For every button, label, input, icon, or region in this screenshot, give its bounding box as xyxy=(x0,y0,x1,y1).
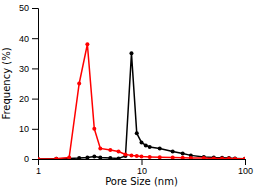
y-tick-label: 20 xyxy=(19,94,29,104)
y-tick: 20 xyxy=(19,94,38,104)
point xyxy=(98,155,102,159)
point xyxy=(108,156,112,159)
point xyxy=(220,156,224,159)
point xyxy=(77,156,81,159)
point xyxy=(85,155,89,159)
point xyxy=(148,145,152,149)
point xyxy=(243,157,245,159)
y-tick-mark xyxy=(32,159,38,160)
plot: 1 10 100 0 10 20 30 40 50 xyxy=(19,3,253,176)
point xyxy=(77,82,81,86)
y-tick: 30 xyxy=(19,64,38,74)
y-axis-line xyxy=(32,9,39,160)
point xyxy=(67,156,71,159)
point xyxy=(181,156,185,159)
point xyxy=(233,157,237,159)
point xyxy=(92,155,96,159)
x-tick-label: 100 xyxy=(238,166,253,176)
point xyxy=(129,153,133,157)
x-axis: 1 10 100 xyxy=(36,159,253,176)
point xyxy=(38,157,40,159)
point xyxy=(140,155,144,159)
point xyxy=(171,149,175,153)
x-tick-mark xyxy=(142,159,143,165)
point xyxy=(212,155,216,159)
y-tick-mark xyxy=(32,99,38,100)
chart: 1 10 100 0 10 20 30 40 50 Pore Size (nm) Frequency… xyxy=(0,0,257,189)
y-tick: 0 xyxy=(24,154,38,164)
y-tick: 50 xyxy=(19,3,38,13)
point xyxy=(144,143,148,147)
point xyxy=(135,154,139,158)
point xyxy=(202,156,206,159)
point xyxy=(135,131,139,135)
point xyxy=(171,155,175,159)
point xyxy=(148,155,152,159)
x-tick: 10 xyxy=(137,159,147,176)
point xyxy=(212,156,216,159)
y-tick: 10 xyxy=(19,124,38,134)
y-tick-label: 10 xyxy=(19,124,29,134)
point xyxy=(129,51,133,55)
point xyxy=(227,156,231,159)
point xyxy=(158,146,162,150)
y-tick-label: 30 xyxy=(19,64,29,74)
point xyxy=(98,146,102,150)
y-tick-label: 50 xyxy=(19,3,29,13)
x-axis-title: Pore Size (nm) xyxy=(105,176,178,187)
y-tick-label: 40 xyxy=(19,34,29,44)
y-tick-mark xyxy=(32,68,38,69)
x-tick-label: 1 xyxy=(36,166,41,176)
point xyxy=(140,140,144,144)
y-tick-mark xyxy=(32,129,38,130)
point xyxy=(117,156,121,159)
point xyxy=(181,152,185,156)
y-tick-mark xyxy=(32,8,38,9)
point xyxy=(38,157,40,159)
x-tick-label: 10 xyxy=(137,166,147,176)
series-line xyxy=(38,44,245,159)
point xyxy=(233,156,237,159)
point xyxy=(123,152,127,156)
point xyxy=(158,155,162,159)
y-tick: 40 xyxy=(19,34,38,44)
x-axis-line xyxy=(39,160,246,166)
x-tick-mark xyxy=(245,159,246,165)
point xyxy=(54,157,58,159)
point xyxy=(227,156,231,159)
point xyxy=(92,127,96,131)
point xyxy=(220,156,224,159)
data xyxy=(38,42,245,159)
point xyxy=(189,156,193,159)
point xyxy=(85,42,89,46)
point xyxy=(67,155,71,159)
point xyxy=(243,157,245,159)
x-tick: 1 xyxy=(36,159,41,176)
point xyxy=(54,157,58,159)
x-tick: 100 xyxy=(238,159,253,176)
y-axis: 0 10 20 30 40 50 xyxy=(19,3,39,164)
series-line xyxy=(38,53,245,159)
y-tick-label: 0 xyxy=(24,154,29,164)
point xyxy=(117,149,121,153)
y-tick-mark xyxy=(32,38,38,39)
point xyxy=(108,148,112,152)
y-axis-title: Frequency (%) xyxy=(1,47,12,119)
